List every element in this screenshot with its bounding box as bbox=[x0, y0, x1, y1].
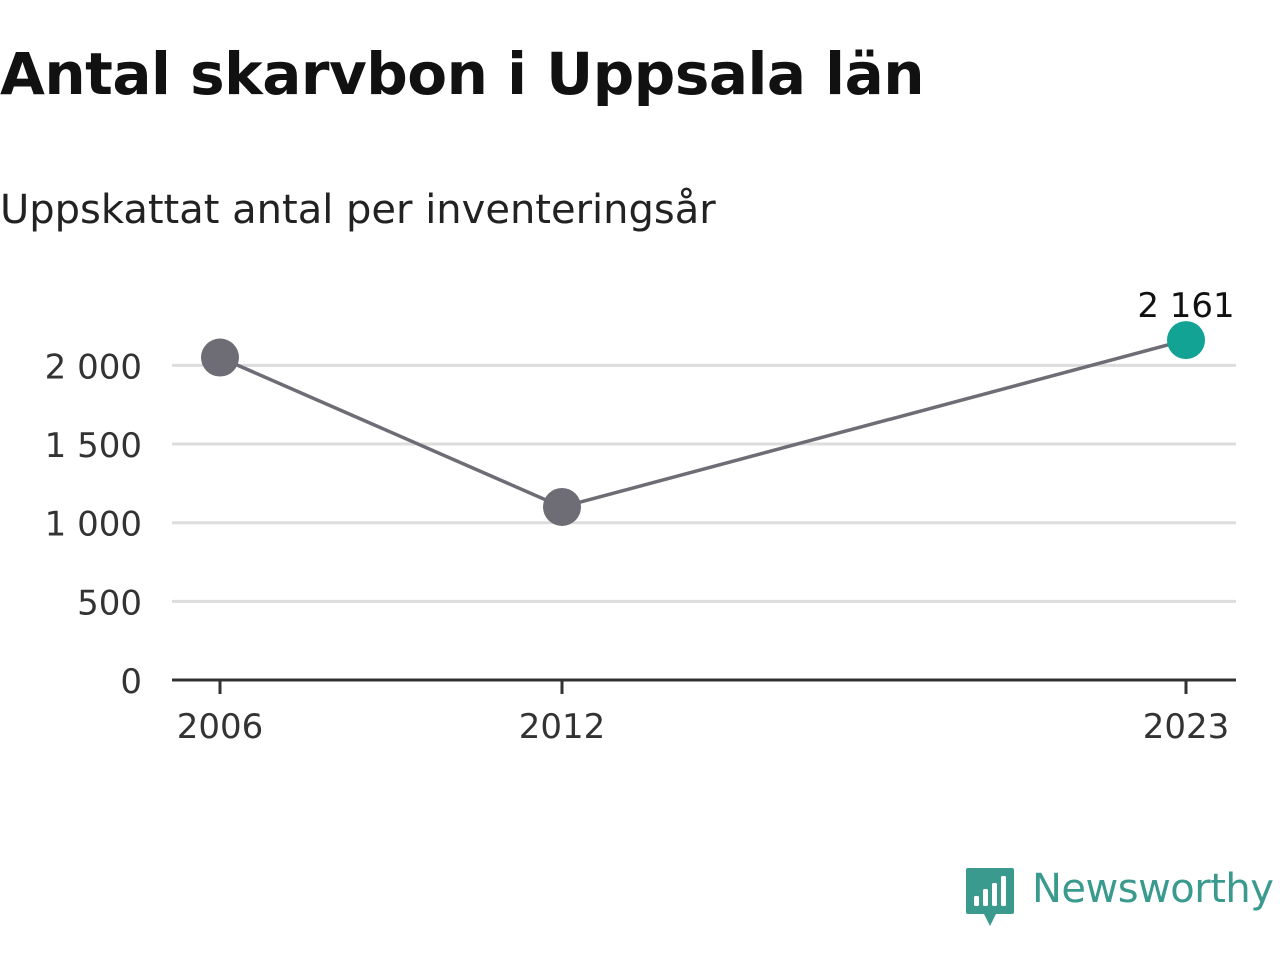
newsworthy-logo-icon bbox=[966, 868, 1014, 926]
y-tick-label: 0 bbox=[120, 662, 142, 702]
y-tick-label: 1 500 bbox=[45, 426, 142, 466]
x-tick-label: 2023 bbox=[1143, 707, 1230, 747]
data-labels: 2 161 bbox=[1137, 286, 1234, 326]
brand-logo: Newsworthy bbox=[964, 864, 1274, 928]
highlight-point bbox=[1167, 321, 1205, 360]
y-tick-label: 1 000 bbox=[45, 505, 142, 545]
y-tick-label: 2 000 bbox=[45, 347, 142, 387]
grid-lines bbox=[172, 363, 1236, 603]
data-points bbox=[201, 321, 1205, 526]
chart-title: Antal skarvbon i Uppsala län bbox=[0, 40, 925, 108]
data-point bbox=[543, 487, 581, 526]
brand-name: Newsworthy bbox=[1032, 866, 1274, 912]
chart-subtitle: Uppskattat antal per inventeringsår bbox=[0, 187, 716, 233]
x-tick-label: 2006 bbox=[177, 707, 264, 747]
data-label: 2 161 bbox=[1137, 286, 1234, 326]
data-point bbox=[201, 338, 239, 377]
y-tick-label: 500 bbox=[77, 583, 142, 623]
x-tick-label: 2012 bbox=[519, 707, 606, 747]
axes: 0 500 1 000 1 500 2 000 2006 2012 2023 bbox=[45, 347, 1236, 747]
